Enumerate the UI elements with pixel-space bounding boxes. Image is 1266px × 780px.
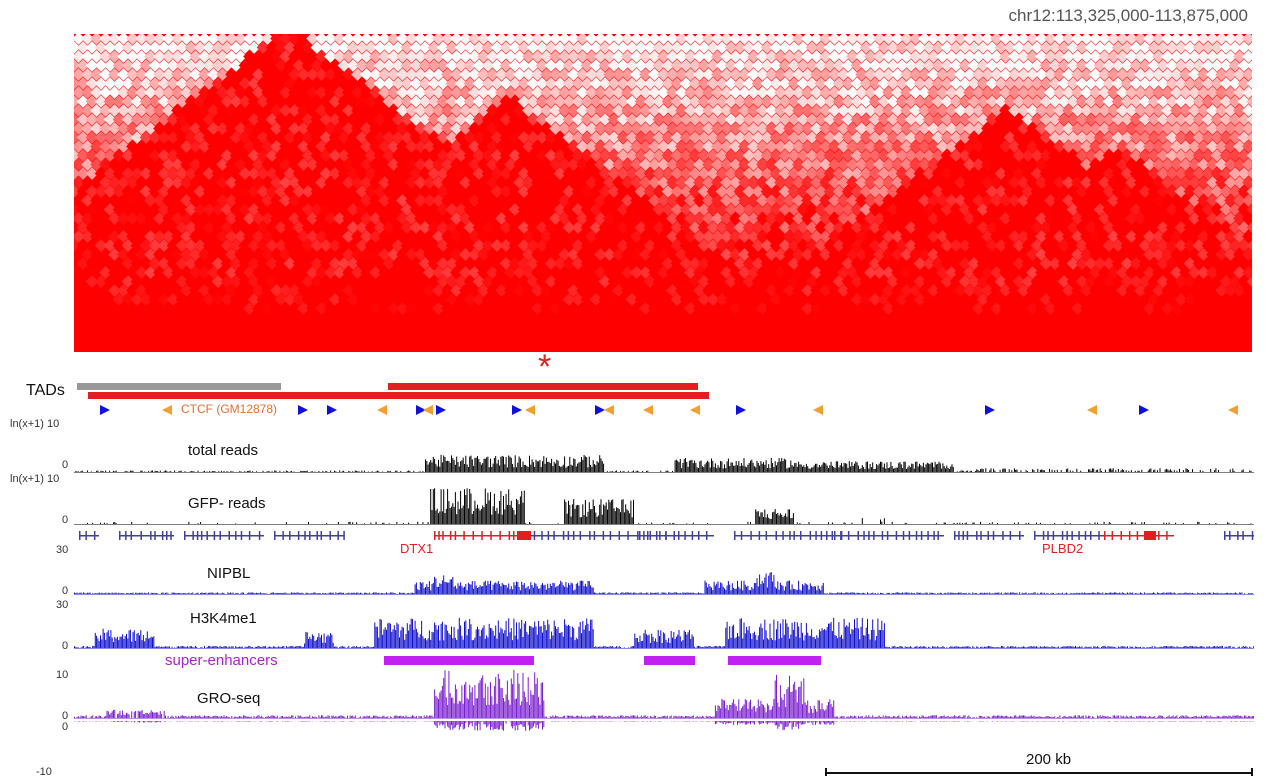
gfp-reads-track <box>74 488 1254 525</box>
super-enhancers-label: super-enhancers <box>165 652 278 669</box>
asterisk-marker: * <box>538 348 552 386</box>
h3k4me1-axis-top: 30 <box>56 599 69 611</box>
total-reads-label: total reads <box>188 442 259 459</box>
gfp-reads-label: GFP- reads <box>188 495 266 512</box>
h3k4me1-signal-track <box>74 617 1254 649</box>
gene-label-dtx1: DTX1 <box>400 541 434 556</box>
reads-axis-top: ln(x+1) 10 <box>10 418 60 430</box>
ctcf-motif-track <box>100 405 1238 415</box>
scale-bar-label: 200 kb <box>1026 751 1072 768</box>
scale-bar <box>825 772 1253 774</box>
h3k4me1-axis-zero: 0 <box>62 640 69 652</box>
scale-bar-right-tick <box>1251 768 1253 776</box>
super-enhancer-2 <box>644 656 695 665</box>
gro-seq-label: GRO-seq <box>197 690 261 707</box>
ctcf-label: CTCF (GM12878) <box>181 402 278 416</box>
tads-label: TADs <box>26 382 65 399</box>
nipbl-axis-zero: 0 <box>62 585 69 597</box>
gro-axis-top: 10 <box>56 669 69 681</box>
ctcf-forward-motif <box>985 405 995 415</box>
scale-bar-left-tick <box>825 768 827 776</box>
gfp-axis-top: ln(x+1) 10 <box>10 473 60 485</box>
ctcf-forward-motif <box>100 405 110 415</box>
tad-bar-nested <box>388 383 698 390</box>
gene-label-plbd2: PLBD2 <box>1042 541 1084 556</box>
ctcf-forward-motif <box>1139 405 1149 415</box>
ctcf-forward-motif <box>512 405 522 415</box>
ctcf-reverse-motif <box>604 405 614 415</box>
ctcf-reverse-motif <box>423 405 433 415</box>
ctcf-forward-motif <box>736 405 746 415</box>
region-coordinates: chr12:113,325,000-113,875,000 <box>1008 6 1248 25</box>
nipbl-label: NIPBL <box>207 565 251 582</box>
gro-axis-zero-plus: 0 <box>62 710 69 722</box>
h3k4me1-label: H3K4me1 <box>190 610 257 627</box>
ctcf-reverse-motif <box>813 405 823 415</box>
ctcf-reverse-motif <box>690 405 700 415</box>
ctcf-reverse-motif <box>377 405 387 415</box>
ctcf-forward-motif <box>595 405 605 415</box>
tad-bar-main <box>88 392 709 399</box>
nipbl-axis-top: 30 <box>56 544 69 556</box>
ctcf-reverse-motif <box>643 405 653 415</box>
ctcf-reverse-motif <box>1087 405 1097 415</box>
ctcf-reverse-motif <box>162 405 172 415</box>
total-reads-track <box>74 454 1254 473</box>
ctcf-forward-motif <box>436 405 446 415</box>
gro-axis-zero-minus: 0 <box>62 721 69 733</box>
ctcf-forward-motif <box>327 405 337 415</box>
ctcf-reverse-motif <box>1228 405 1238 415</box>
super-enhancer-1 <box>384 656 534 665</box>
nipbl-signal-track <box>74 572 1254 595</box>
ctcf-forward-motif <box>416 405 426 415</box>
gene-annotation-track <box>79 531 1254 540</box>
super-enhancer-3 <box>728 656 821 665</box>
ctcf-forward-motif <box>298 405 308 415</box>
reads-axis-zero: 0 <box>62 459 69 471</box>
hic-contact-heatmap <box>74 34 1252 352</box>
ctcf-reverse-motif <box>525 405 535 415</box>
gfp-axis-zero: 0 <box>62 514 69 526</box>
gro-axis-bottom: -10 <box>36 766 52 778</box>
tad-bar-gray <box>77 383 281 390</box>
gro-seq-signal-track <box>74 669 1254 731</box>
